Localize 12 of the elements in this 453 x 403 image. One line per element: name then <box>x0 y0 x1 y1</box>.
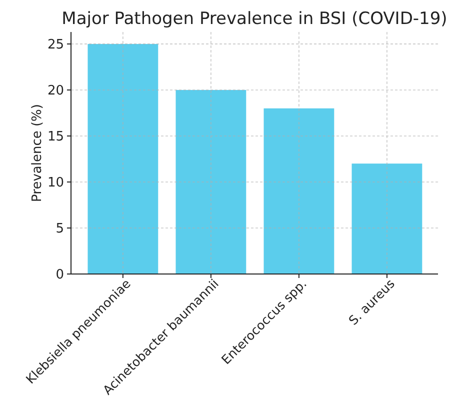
y-tick-label: 10 <box>47 176 64 191</box>
bar <box>176 90 246 274</box>
bar <box>88 44 158 274</box>
y-tick-label: 15 <box>47 130 64 145</box>
y-tick-label: 25 <box>47 38 64 53</box>
chart-title: Major Pathogen Prevalence in BSI (COVID-19) <box>62 9 448 29</box>
y-tick-label: 0 <box>56 268 64 283</box>
y-axis-title: Prevalence (%) <box>30 104 45 202</box>
bar <box>352 164 422 274</box>
y-tick-label: 20 <box>47 84 64 99</box>
bar <box>264 108 334 274</box>
y-tick-label: 5 <box>56 222 64 237</box>
